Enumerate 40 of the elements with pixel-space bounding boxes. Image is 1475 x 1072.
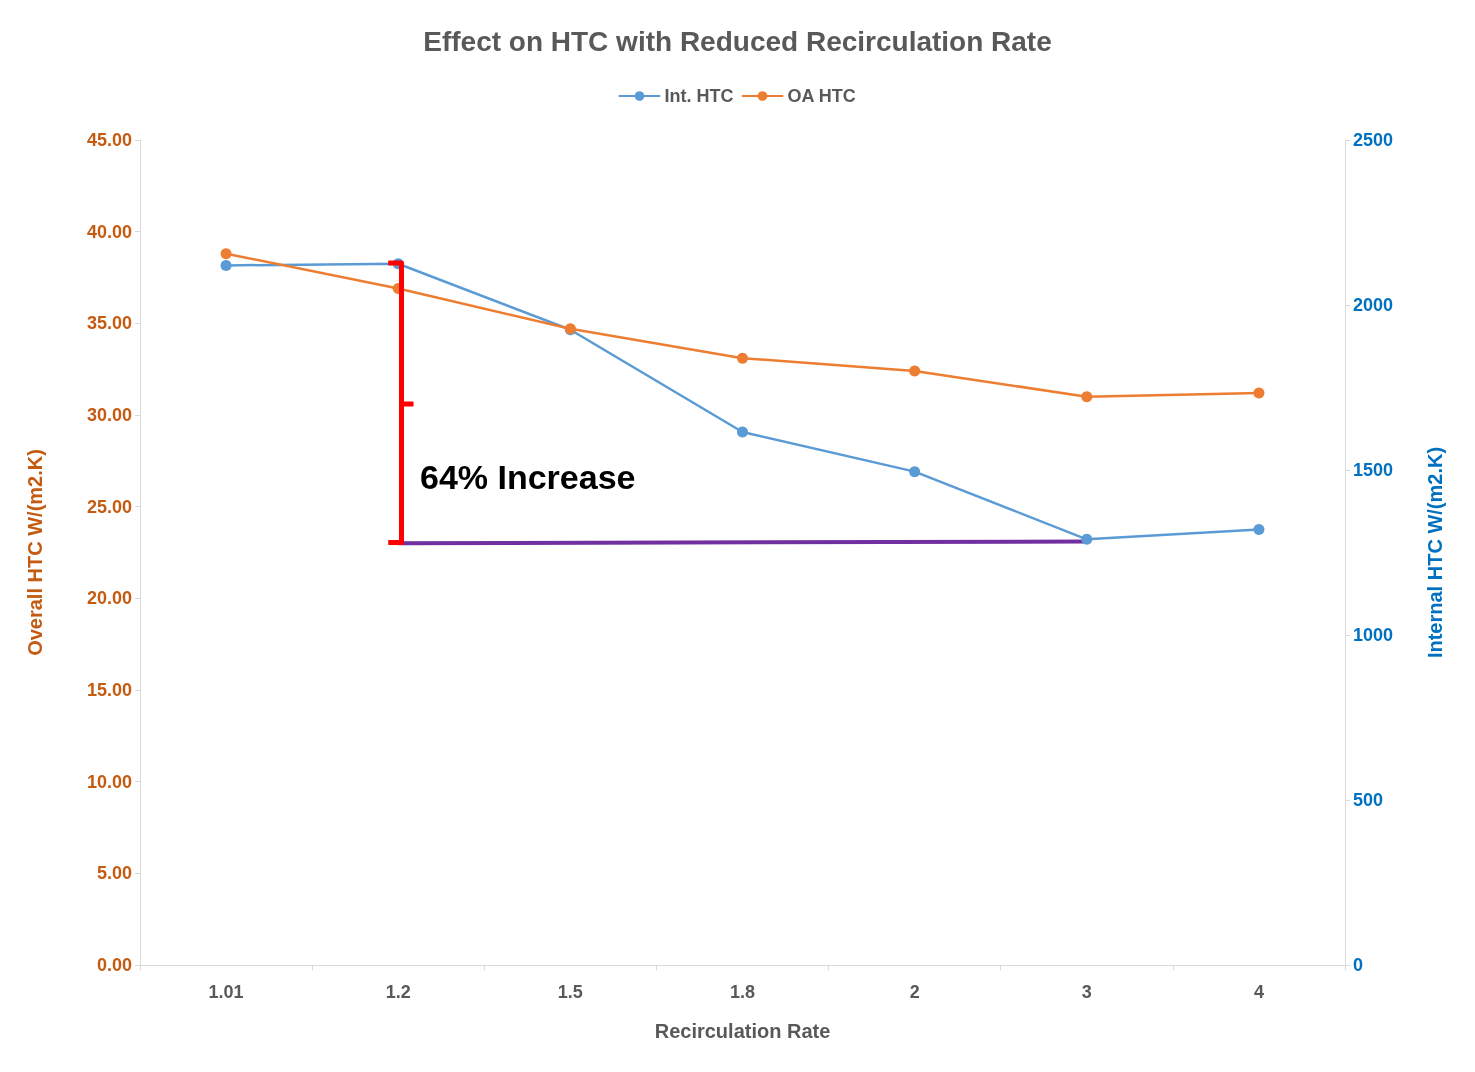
- y2-tick-label: 2000: [1353, 295, 1394, 315]
- x-axis-title: Recirculation Rate: [654, 1020, 831, 1042]
- legend-label: OA HTC: [787, 86, 856, 106]
- y2-tick-label: 0: [1353, 955, 1364, 975]
- y-tick-label: 45.00: [86, 130, 132, 150]
- x-tick-label: 1.8: [729, 982, 756, 1002]
- x-tick-label: 3: [1081, 982, 1092, 1002]
- point: [1253, 523, 1265, 535]
- point: [909, 466, 921, 478]
- y2-tick-label: 1000: [1353, 625, 1394, 645]
- x-tick-label: 1.2: [385, 982, 411, 1002]
- y-tick-label: 10.00: [86, 771, 132, 792]
- y-tick-label: 20.00: [86, 588, 132, 609]
- y2-tick-label: 2500: [1353, 130, 1394, 150]
- x-tick-label: 1.5: [557, 982, 583, 1002]
- y-tick-label: 5.00: [96, 863, 132, 884]
- x-tick-label: 4: [1253, 982, 1264, 1002]
- y2-axis-title: Internal HTC W/(m2.K): [1424, 446, 1446, 659]
- point: [1081, 533, 1093, 545]
- point: [1081, 391, 1093, 403]
- y2-tick-label: 1500: [1353, 460, 1394, 480]
- y-tick-label: 30.00: [86, 405, 132, 425]
- point: [737, 352, 748, 364]
- point: [220, 259, 232, 271]
- chart-title: Effect on HTC with Reduced Recirculation Rate: [423, 25, 1052, 57]
- y-tick-label: 15.00: [86, 680, 132, 700]
- point: [220, 248, 232, 260]
- x-tick-label: 2: [909, 982, 920, 1002]
- y-tick-label: 40.00: [86, 221, 132, 242]
- y-tick-label: 25.00: [86, 496, 132, 517]
- y-axis-title: Overall HTC W/(m2.K): [24, 449, 46, 656]
- annotation: 64% Increase: [420, 458, 636, 496]
- y2-tick-label: 500: [1353, 790, 1384, 810]
- legend-label: Int. HTC: [664, 86, 734, 106]
- x-tick-label: 1.01: [208, 982, 244, 1002]
- y-tick-label: 0.00: [96, 955, 132, 975]
- point: [1253, 387, 1265, 399]
- point: [909, 365, 921, 377]
- point: [737, 426, 748, 438]
- y-tick-label: 35.00: [86, 313, 132, 334]
